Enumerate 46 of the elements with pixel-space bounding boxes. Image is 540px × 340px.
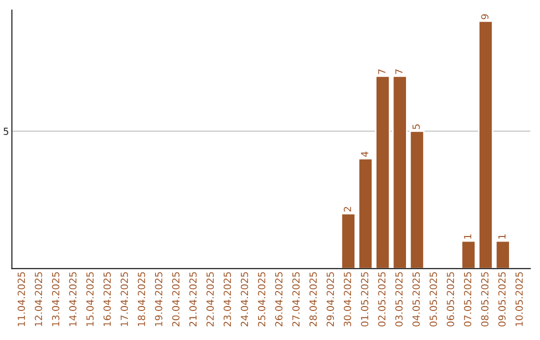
bar: [495, 240, 510, 269]
x-tick-label: 28.04.2025: [309, 272, 317, 326]
data-label: 1: [464, 234, 472, 239]
x-tick-label: 12.04.2025: [34, 272, 42, 326]
x-tick-label: 04.05.2025: [412, 272, 420, 326]
x-tick-label: 03.05.2025: [395, 272, 403, 326]
data-label: 7: [378, 69, 386, 74]
x-tick-label: 25.04.2025: [258, 272, 266, 326]
x-tick-label: 15.04.2025: [86, 272, 94, 326]
x-tick-label: 22.04.2025: [206, 272, 214, 326]
x-tick-label: 18.04.2025: [138, 272, 146, 326]
x-tick-label: 19.04.2025: [154, 272, 162, 326]
x-tick-label: 17.04.2025: [120, 272, 128, 326]
x-tick-label: 23.04.2025: [224, 272, 231, 326]
x-tick-label: 26.04.2025: [275, 272, 282, 326]
x-tick-label: 14.04.2025: [69, 272, 76, 326]
data-label: 2: [344, 207, 352, 212]
x-tick-label: 21.04.2025: [189, 272, 197, 326]
x-tick-label: 10.05.2025: [515, 272, 523, 326]
x-tick-label: 29.04.2025: [326, 272, 334, 326]
data-label: 5: [412, 124, 420, 130]
x-tick-label: 06.05.2025: [446, 272, 454, 326]
data-label: 1: [498, 234, 506, 239]
x-tick-label: 16.04.2025: [103, 272, 111, 326]
x-tick-label: 01.05.2025: [360, 272, 368, 326]
x-tick-label: 11.04.2025: [18, 272, 25, 326]
x-tick-label: 30.04.2025: [344, 272, 352, 326]
bar: [358, 158, 374, 269]
x-tick-label: 05.05.2025: [430, 272, 437, 326]
x-tick-label: 24.04.2025: [240, 272, 248, 326]
bar: [478, 20, 494, 269]
bar: [340, 212, 356, 269]
x-tick-label: 27.04.2025: [292, 272, 300, 326]
x-tick-label: 13.04.2025: [52, 272, 60, 326]
x-tick-label: 07.05.2025: [464, 272, 472, 326]
x-tick-label: 02.05.2025: [378, 272, 386, 326]
x-tick-label: 08.05.2025: [481, 272, 488, 326]
data-label: 9: [481, 14, 488, 20]
bar: [460, 240, 476, 269]
x-tick-label: 20.04.2025: [172, 272, 180, 326]
bar: [392, 75, 408, 269]
bar: [409, 130, 425, 269]
x-tick-label: 09.05.2025: [498, 272, 506, 326]
data-label: 7: [395, 69, 403, 74]
data-label: 4: [361, 152, 368, 157]
bar: [375, 75, 390, 269]
